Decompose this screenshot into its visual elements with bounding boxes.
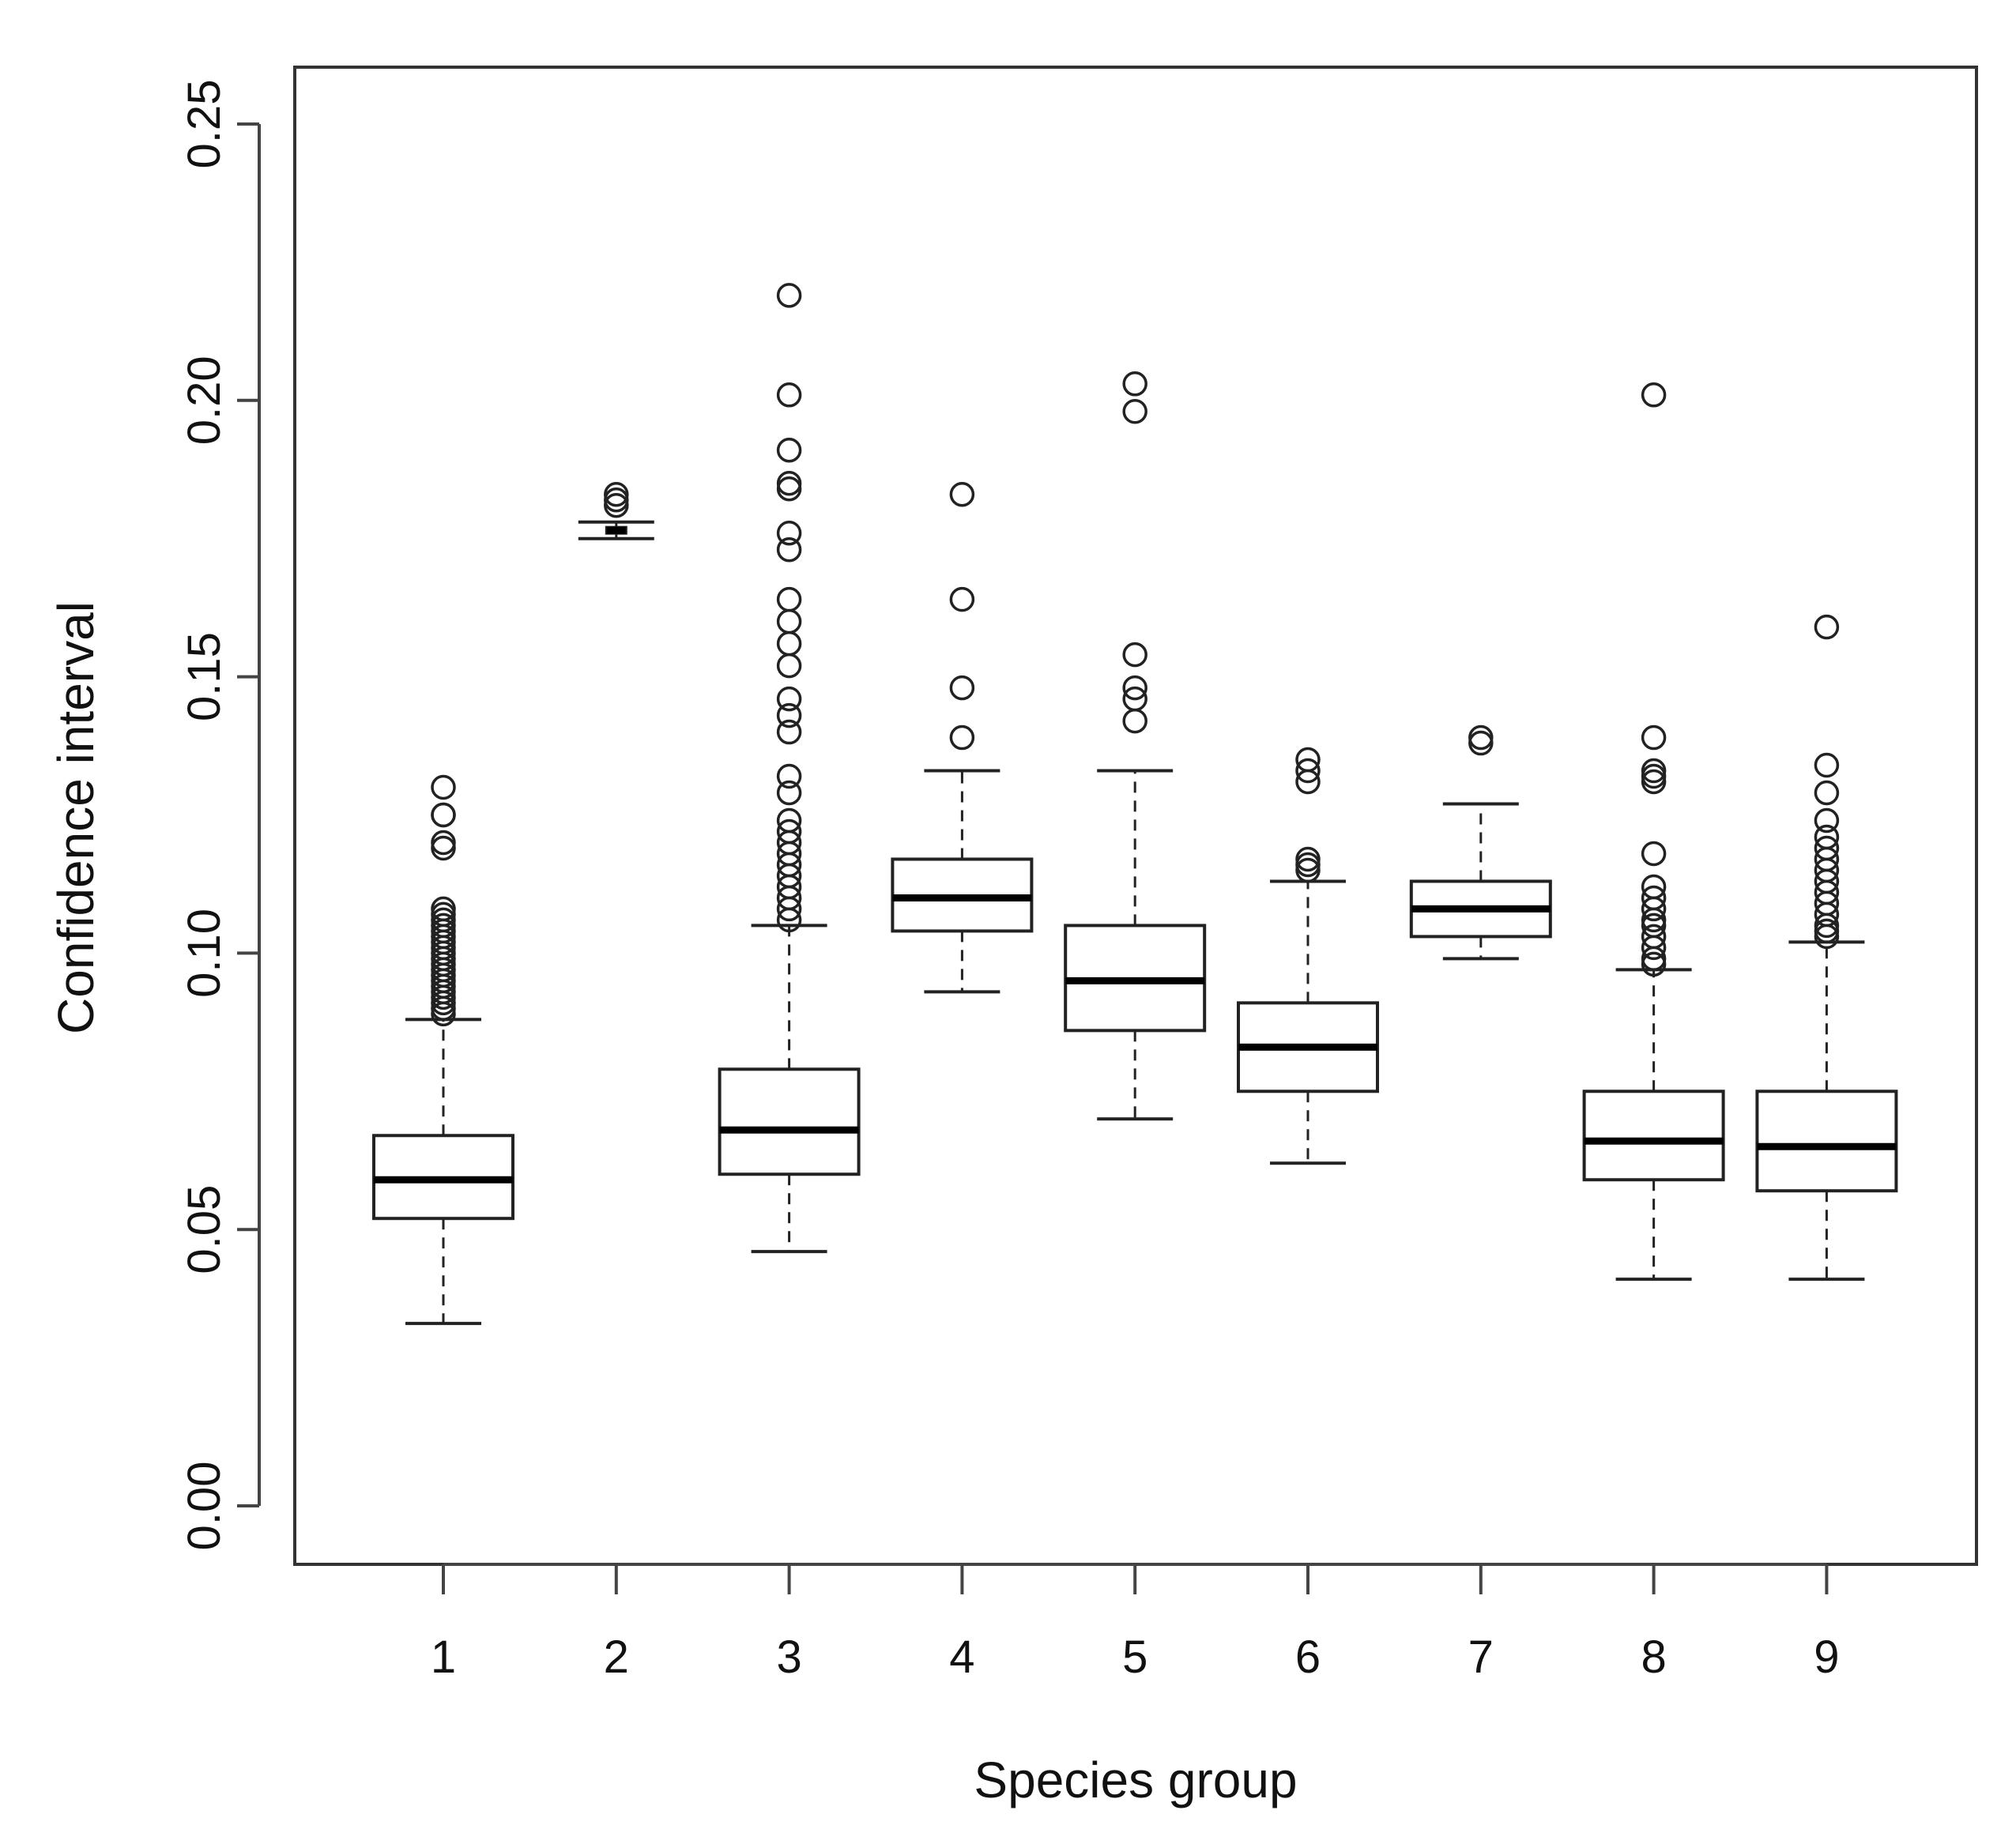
- outlier-point: [1122, 708, 1147, 734]
- x-tick-label: 7: [1468, 1631, 1494, 1683]
- box-group-8: [1582, 382, 1725, 1281]
- box-group-5: [1064, 371, 1207, 1121]
- box-group-7: [1409, 724, 1552, 961]
- plot-frame: [293, 66, 1978, 1566]
- outlier-point: [1468, 724, 1494, 751]
- outlier-point: [776, 608, 802, 634]
- y-tick-label: 0.25: [179, 80, 230, 169]
- x-tick-label: 2: [604, 1631, 629, 1683]
- x-tick-label: 5: [1122, 1631, 1147, 1683]
- outlier-point: [776, 780, 802, 806]
- outlier-point: [1641, 769, 1667, 795]
- iqr-box: [1755, 1089, 1898, 1193]
- outlier-point: [1295, 769, 1321, 795]
- outlier-point: [1468, 730, 1494, 756]
- x-tick-label: 9: [1814, 1631, 1839, 1683]
- outlier-point: [776, 719, 802, 745]
- y-tick-label: 0.05: [179, 1185, 230, 1274]
- outlier-point: [776, 653, 802, 679]
- outlier-point: [949, 724, 975, 751]
- iqr-box: [1582, 1089, 1725, 1182]
- y-tick-label: 0.00: [179, 1462, 230, 1551]
- outlier-point: [776, 438, 802, 463]
- outlier-point: [1814, 780, 1840, 806]
- x-tick-label: 3: [776, 1631, 801, 1683]
- outlier-point: [431, 774, 456, 800]
- outlier-point: [1641, 763, 1667, 789]
- x-tick-label: 8: [1641, 1631, 1666, 1683]
- outlier-point: [604, 492, 629, 518]
- box-group-9: [1755, 614, 1898, 1281]
- outlier-point: [1814, 807, 1840, 834]
- outlier-point: [1814, 918, 1840, 944]
- outlier-point: [1295, 852, 1321, 878]
- x-tick-label: 4: [949, 1631, 974, 1683]
- y-tick-label: 0.15: [179, 632, 230, 721]
- outlier-point: [1122, 675, 1147, 701]
- outlier-point: [949, 675, 975, 701]
- outlier-point: [1122, 642, 1147, 668]
- y-tick-label: 0.20: [179, 356, 230, 445]
- outlier-point: [1641, 724, 1667, 751]
- outlier-point: [1641, 382, 1667, 408]
- outlier-point: [1814, 924, 1840, 950]
- outlier-point: [776, 520, 802, 546]
- outlier-point: [949, 481, 975, 507]
- outlier-point: [431, 835, 456, 861]
- outlier-point: [1122, 399, 1147, 424]
- outlier-point: [776, 630, 802, 657]
- outlier-point: [1295, 857, 1321, 883]
- box-group-2: [578, 481, 654, 540]
- outlier-point: [431, 1001, 456, 1027]
- outlier-point: [1641, 935, 1667, 961]
- outlier-point: [1641, 896, 1667, 922]
- outlier-point: [776, 896, 802, 922]
- iqr-box: [718, 1067, 861, 1176]
- box-group-6: [1237, 747, 1379, 1165]
- outlier-point: [776, 476, 802, 502]
- outlier-point: [776, 763, 802, 789]
- outlier-point: [1641, 951, 1667, 977]
- x-tick-label: 6: [1295, 1631, 1321, 1683]
- outlier-point: [776, 586, 802, 612]
- y-tick-label: 0.10: [179, 909, 230, 998]
- y-axis-title: Confidence interval: [47, 601, 104, 1034]
- outlier-point: [1641, 841, 1667, 867]
- outlier-point: [1122, 371, 1147, 397]
- outlier-point: [776, 702, 802, 728]
- outlier-point: [431, 802, 456, 828]
- outlier-point: [776, 686, 802, 712]
- box-group-4: [891, 481, 1034, 994]
- outlier-point: [776, 536, 802, 563]
- boxes-layer: [372, 283, 1898, 1326]
- outlier-point: [1814, 752, 1840, 778]
- outlier-point: [949, 586, 975, 612]
- x-tick-label: 1: [431, 1631, 456, 1683]
- outlier-point: [1295, 758, 1321, 784]
- x-axis-title: Species group: [974, 1752, 1297, 1808]
- outlier-point: [776, 382, 802, 408]
- outlier-point: [1814, 614, 1840, 640]
- outlier-point: [431, 830, 456, 856]
- x-axis: 1 2 3 4 5 6 7 8 9: [431, 1563, 1840, 1683]
- outlier-point: [776, 470, 802, 496]
- box-group-1: [372, 774, 514, 1326]
- outlier-point: [604, 487, 629, 513]
- outlier-point: [776, 283, 802, 308]
- box-group-3: [718, 283, 861, 1254]
- y-axis: 0.00 0.05 0.10 0.15 0.20 0.25: [179, 80, 261, 1551]
- outlier-point: [776, 907, 802, 933]
